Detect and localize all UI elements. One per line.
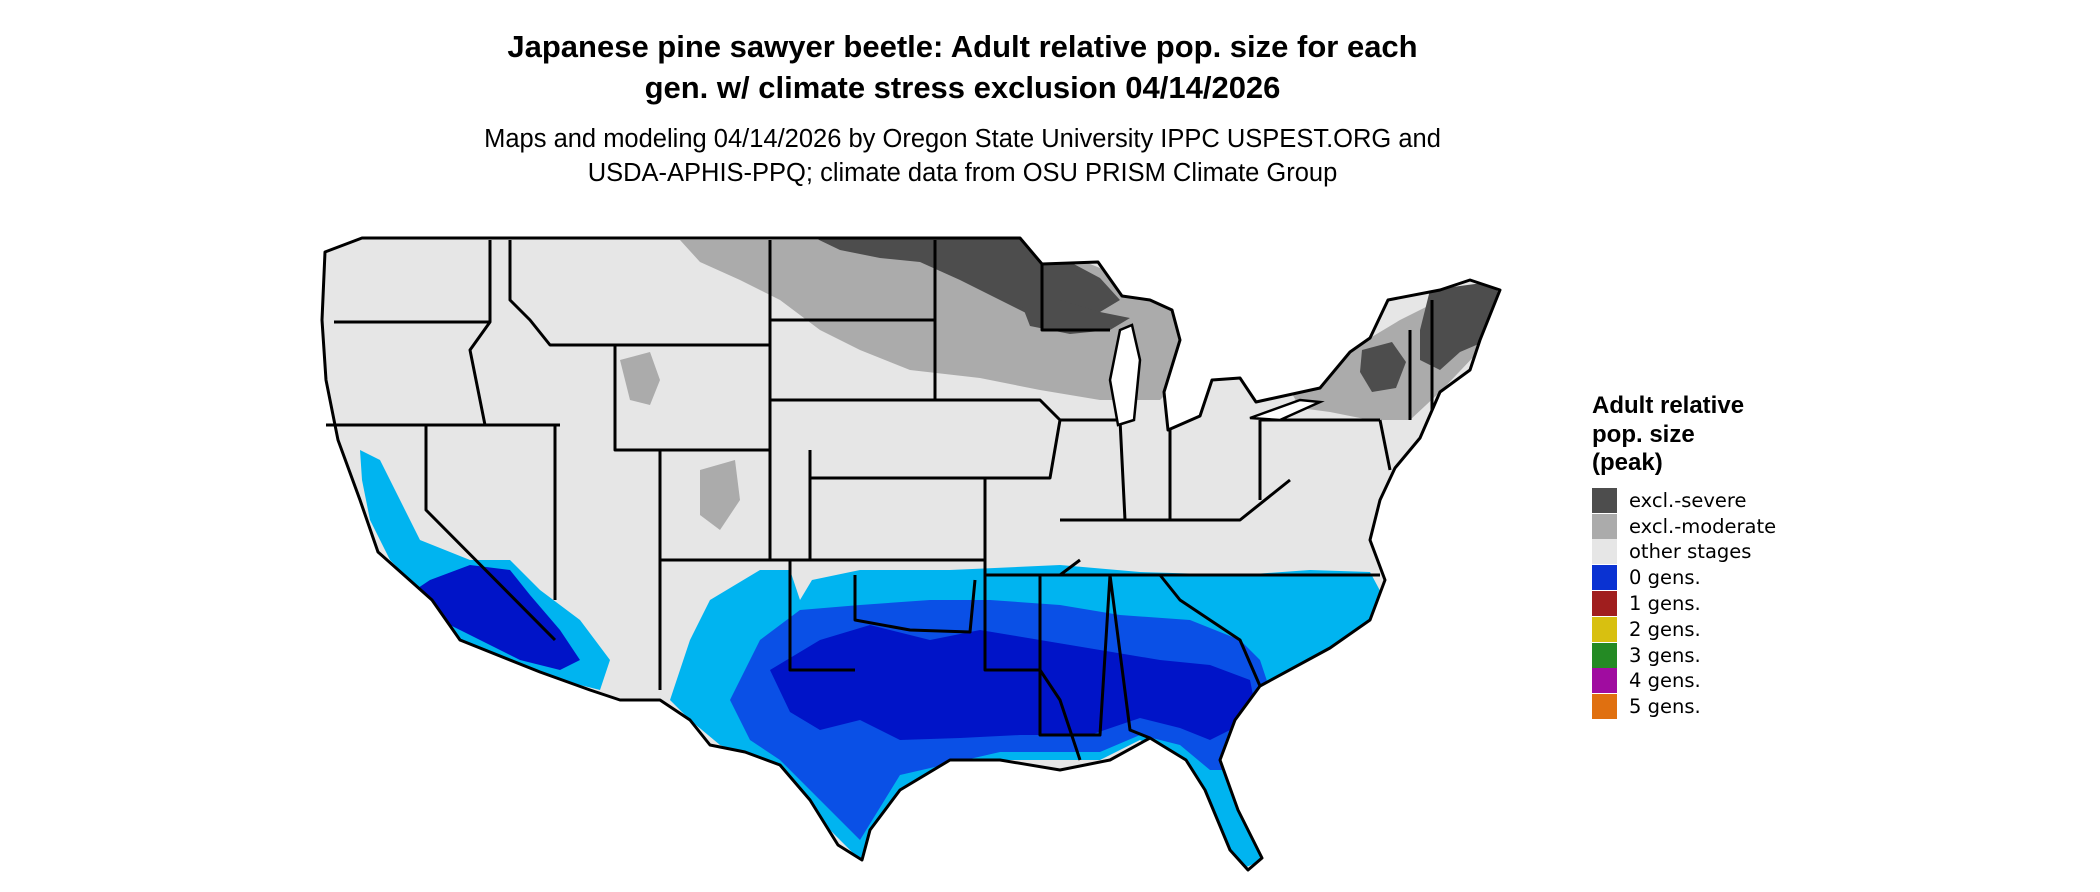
legend-swatch — [1592, 694, 1617, 720]
legend-label: excl.-severe — [1629, 488, 1747, 512]
region-excl-moderate-wyoming — [620, 352, 660, 405]
legend-title-line-2: pop. size — [1592, 420, 1695, 448]
legend-item: 1 gens. — [1592, 591, 1776, 617]
legend-item: excl.-severe — [1592, 487, 1776, 514]
legend-swatch — [1592, 565, 1617, 591]
border-ca-nv — [424, 425, 557, 642]
border-ms-al — [1038, 574, 1112, 737]
legend-label: other stages — [1629, 540, 1752, 564]
legend: Adult relative pop. size (peak) excl.-se… — [1592, 392, 1776, 720]
legend-item: 2 gens. — [1592, 616, 1776, 642]
legend-item: other stages — [1592, 539, 1776, 565]
us-outline — [320, 236, 1502, 872]
border-ky-oh — [1060, 478, 1291, 522]
border-ny-nj — [1378, 419, 1392, 471]
legend-label: 3 gens. — [1629, 643, 1701, 667]
region-excl-moderate-colorado — [700, 460, 740, 530]
subtitle-line-2: USDA-APHIS-PPQ; climate data from OSU PR… — [587, 159, 1338, 187]
legend-item: 5 gens. — [1592, 694, 1776, 720]
border-al-ga — [1108, 574, 1151, 740]
state-borders — [320, 236, 1502, 872]
lake-erie — [1249, 398, 1325, 422]
lake-michigan — [1108, 323, 1142, 427]
legend-swatch — [1592, 487, 1617, 513]
legend-item: excl.-moderate — [1592, 513, 1776, 539]
region-excl-severe-adirondacks — [1360, 342, 1406, 392]
legend-item: 0 gens. — [1592, 565, 1776, 591]
legend-label: 1 gens. — [1629, 592, 1701, 616]
legend-label: 0 gens. — [1629, 566, 1701, 590]
legend-swatch — [1592, 513, 1617, 539]
legend-label: 2 gens. — [1629, 617, 1701, 641]
legend-title-line-3: (peak) — [1592, 449, 1663, 476]
legend-label: 4 gens. — [1629, 669, 1701, 693]
region-excl-severe-upper-michigan — [1020, 300, 1130, 334]
legend-swatch — [1592, 591, 1617, 617]
border-mt-wy — [508, 240, 770, 347]
border-ga-sc — [1158, 574, 1262, 687]
legend-label: excl.-moderate — [1629, 514, 1777, 538]
title-line-1: Japanese pine sawyer beetle: Adult relat… — [507, 29, 1418, 64]
legend-swatch — [1592, 539, 1617, 565]
legend-item: 4 gens. — [1592, 668, 1776, 694]
subtitle-line-1: Maps and modeling 04/14/2026 by Oregon S… — [484, 125, 1441, 153]
region-excl-severe-maine — [1420, 282, 1500, 370]
border-nm-tx — [788, 560, 855, 672]
border-ut-co — [658, 450, 812, 562]
border-wi-mi — [1040, 264, 1110, 332]
border-ok-tx — [853, 575, 977, 634]
legend-swatch — [1592, 616, 1617, 642]
chart-subtitle: Maps and modeling 04/14/2026 by Oregon S… — [0, 122, 1925, 190]
legend-title-line-1: Adult relative — [1592, 392, 1745, 419]
legend-swatch — [1592, 642, 1617, 668]
legend-item: 3 gens. — [1592, 642, 1776, 668]
legend-swatch — [1592, 668, 1617, 694]
title-line-2: gen. w/ climate stress exclusion 04/14/2… — [644, 70, 1281, 105]
region-dark-blue-gulf — [770, 625, 1255, 740]
great-lakes — [1108, 323, 1325, 427]
legend-label: 5 gens. — [1629, 695, 1701, 719]
border-id-west — [468, 240, 492, 426]
legend-title: Adult relative pop. size (peak) — [1592, 392, 1776, 478]
chart-title: Japanese pine sawyer beetle: Adult relat… — [0, 26, 1925, 108]
region-dark-blue-socal — [400, 565, 580, 670]
legend-items: excl.-severe excl.-moderate other stages… — [1592, 487, 1776, 720]
